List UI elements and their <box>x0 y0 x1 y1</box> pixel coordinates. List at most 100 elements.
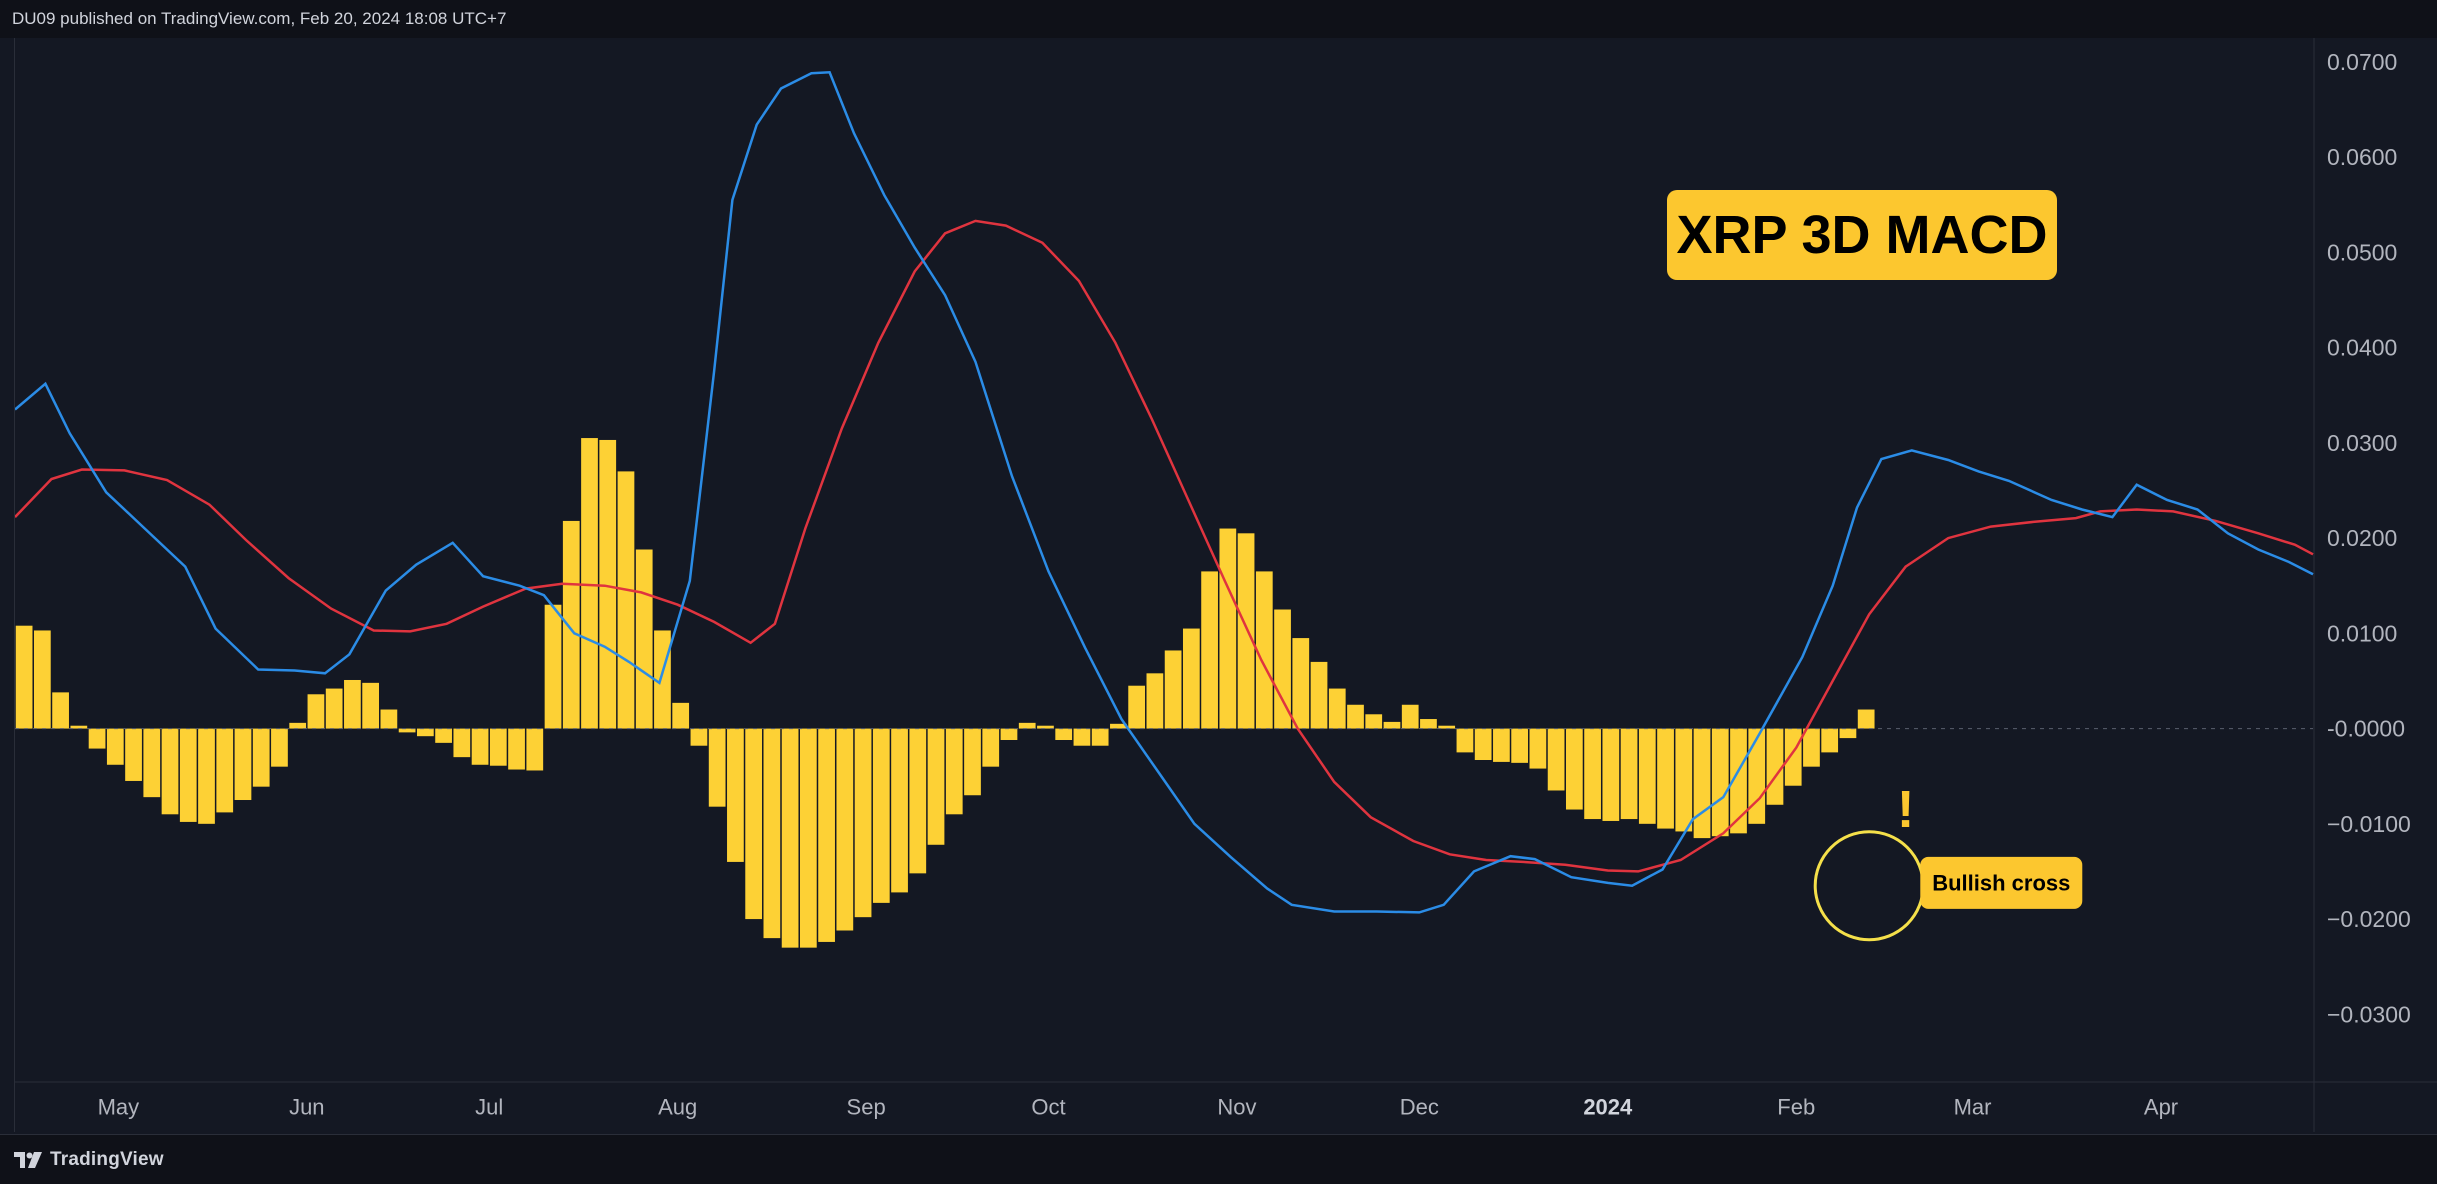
histogram-bar <box>1383 721 1401 729</box>
histogram-bar <box>435 728 452 743</box>
histogram-bar <box>690 728 708 746</box>
histogram-bar <box>1164 650 1182 729</box>
histogram-bar <box>471 728 489 765</box>
price-axis-tick-label: 0.0200 <box>2327 525 2397 551</box>
tradingview-logo-icon[interactable] <box>14 1151 44 1169</box>
histogram-bar <box>307 694 325 729</box>
histogram-bar <box>161 728 179 815</box>
histogram-bar <box>1292 638 1310 729</box>
price-axis-tick-label: 0.0700 <box>2327 49 2397 75</box>
histogram-bar <box>508 728 525 770</box>
histogram-bar <box>344 679 361 729</box>
time-axis-tick-label: Mar <box>1954 1095 1992 1120</box>
histogram-bar <box>1000 728 1018 741</box>
histogram-bar <box>909 728 927 874</box>
histogram-bar <box>70 725 88 729</box>
histogram-layer <box>15 438 1875 948</box>
time-axis-tick-label: Jul <box>475 1095 503 1120</box>
histogram-bar <box>1037 725 1054 729</box>
histogram-bar <box>799 728 817 948</box>
histogram-bar <box>15 625 33 729</box>
histogram-bar <box>33 630 51 729</box>
histogram-bar <box>1146 673 1164 729</box>
histogram-bar <box>1201 571 1218 729</box>
histogram-bar <box>106 728 124 765</box>
histogram-bar <box>727 728 744 862</box>
histogram-bar <box>872 728 890 903</box>
histogram-bar <box>763 728 781 939</box>
histogram-bar <box>1657 728 1674 829</box>
histogram-bar <box>1018 722 1036 729</box>
histogram-bar <box>1365 714 1383 729</box>
histogram-bar <box>1110 723 1127 729</box>
footer-bar: TradingView <box>0 1134 2437 1184</box>
histogram-bar <box>781 728 799 948</box>
histogram-bar <box>854 728 872 918</box>
histogram-bar <box>1182 628 1200 729</box>
histogram-bar <box>1128 685 1146 729</box>
histogram-bar <box>216 728 234 813</box>
histogram-bar <box>544 604 562 729</box>
time-axis[interactable]: May Jun Jul Aug Sep Oct Nov Dec 2024 Feb Mar Apr <box>98 1095 2179 1120</box>
histogram-bar <box>88 728 106 749</box>
histogram-bar <box>143 728 161 798</box>
histogram-bar <box>1547 728 1565 791</box>
time-axis-tick-label: Nov <box>1217 1095 1256 1120</box>
histogram-bar <box>453 728 471 758</box>
histogram-bar <box>234 728 252 801</box>
histogram-bar <box>964 728 981 796</box>
histogram-bar <box>125 728 142 781</box>
histogram-bar <box>1784 728 1802 786</box>
price-axis[interactable]: 0.0700 0.0600 0.0500 0.0400 0.0300 0.0200 0.01… <box>2327 49 2411 1028</box>
publish-info-bar: DU09 published on TradingView.com, Feb 2… <box>0 0 2437 38</box>
histogram-bar <box>1857 709 1875 729</box>
histogram-bar <box>1711 728 1729 837</box>
histogram-bar <box>1274 609 1291 729</box>
price-axis-tick-label: −0.0100 <box>2327 811 2411 837</box>
histogram-bar <box>1839 728 1857 739</box>
histogram-bar <box>562 520 580 729</box>
macd-chart[interactable]: 0.0700 0.0600 0.0500 0.0400 0.0300 0.0200 0.01… <box>15 38 2437 1132</box>
time-axis-tick-label: Feb <box>1777 1095 1815 1120</box>
histogram-bar <box>818 728 835 942</box>
price-axis-tick-label: 0.0400 <box>2327 335 2397 361</box>
histogram-bar <box>1474 728 1492 761</box>
price-axis-tick-label: −0.0200 <box>2327 906 2411 932</box>
chart-pane[interactable]: 0.0700 0.0600 0.0500 0.0400 0.0300 0.0200 0.01… <box>14 38 2437 1132</box>
histogram-bar <box>945 728 963 815</box>
histogram-bar <box>362 682 380 729</box>
histogram-bar <box>635 549 653 729</box>
time-axis-tick-label: Sep <box>847 1095 886 1120</box>
histogram-bar <box>179 728 197 822</box>
histogram-bar <box>1602 728 1620 821</box>
histogram-bar <box>672 702 690 729</box>
tradingview-brand[interactable]: TradingView <box>50 1148 164 1170</box>
time-axis-tick-label: Apr <box>2144 1095 2178 1120</box>
histogram-bar <box>836 728 854 931</box>
histogram-bar <box>708 728 726 807</box>
histogram-bar <box>891 728 908 893</box>
histogram-bar <box>1420 719 1437 729</box>
histogram-bar <box>1493 728 1510 762</box>
price-axis-tick-label: 0.0100 <box>2327 620 2397 646</box>
time-axis-tick-label: Jun <box>289 1095 324 1120</box>
signal-line <box>15 219 2314 873</box>
histogram-bar <box>982 728 1000 767</box>
time-axis-tick-label: May <box>98 1095 140 1120</box>
histogram-bar <box>52 692 69 729</box>
histogram-bar <box>1584 728 1601 820</box>
histogram-bar <box>1565 728 1583 810</box>
histogram-bar <box>1803 728 1820 767</box>
histogram-bar <box>271 728 288 767</box>
histogram-bar <box>581 438 598 729</box>
histogram-bar <box>1401 704 1419 729</box>
histogram-bar <box>1055 728 1073 741</box>
histogram-bar <box>1821 728 1839 753</box>
histogram-bar <box>526 728 544 771</box>
histogram-bar <box>1456 728 1474 753</box>
chart-title-bg <box>1667 190 2057 280</box>
histogram-bar <box>1638 728 1656 824</box>
bullish-cross-label-text: Bullish cross <box>1932 870 2070 895</box>
bullish-cross-label: Bullish cross <box>1920 856 2083 909</box>
histogram-bar <box>1766 728 1784 805</box>
